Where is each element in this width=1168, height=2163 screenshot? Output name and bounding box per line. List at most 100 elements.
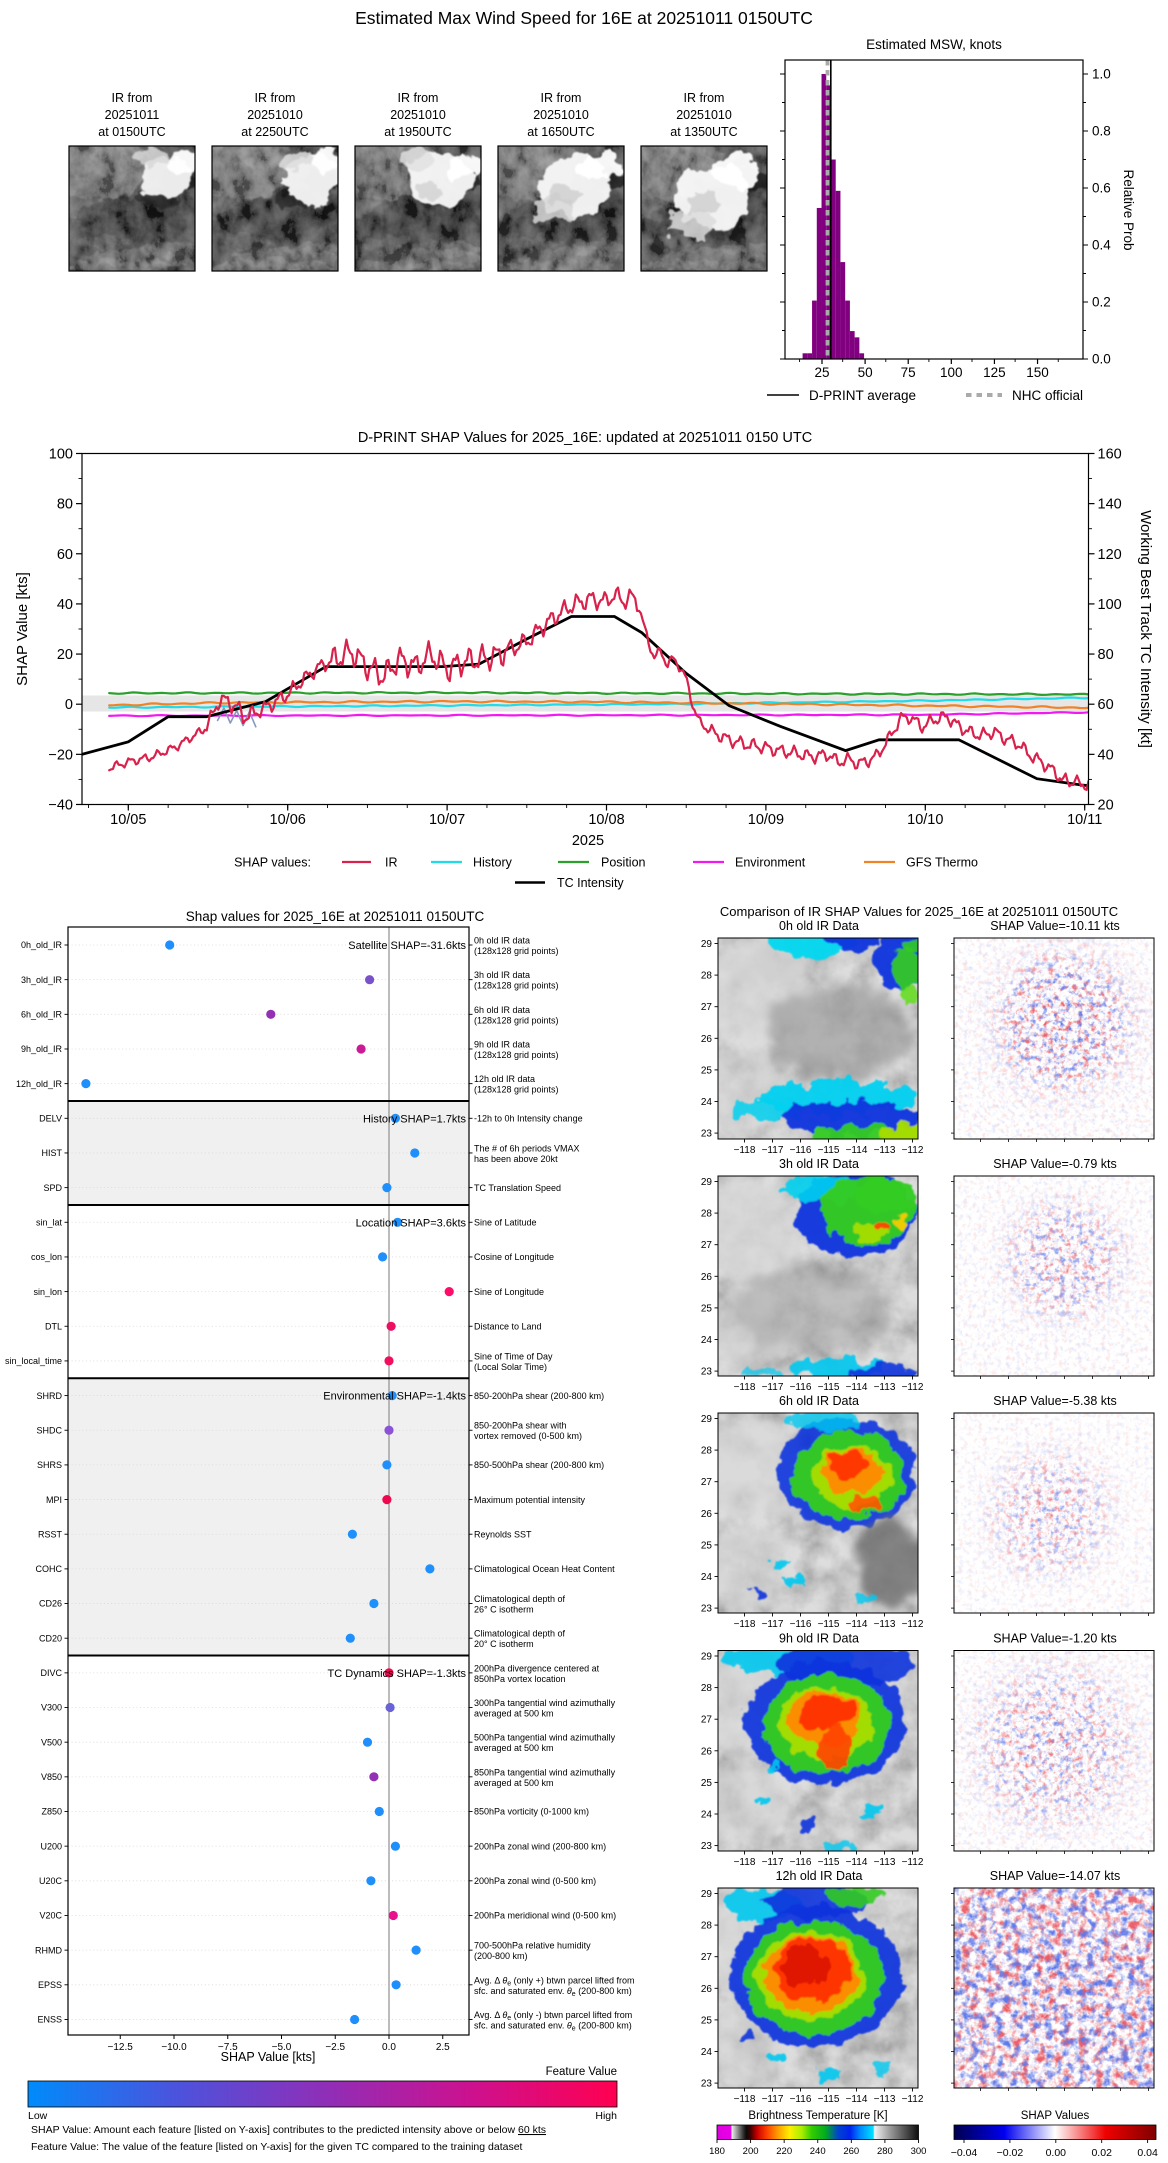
svg-text:0: 0	[65, 697, 73, 713]
svg-text:−113: −113	[874, 1619, 896, 1630]
svg-text:850-200hPa shear (200-800 km): 850-200hPa shear (200-800 km)	[474, 1391, 604, 1401]
svg-text:RHMD: RHMD	[35, 1945, 62, 1955]
svg-text:20251011: 20251011	[105, 108, 160, 122]
svg-text:240: 240	[810, 2146, 826, 2157]
svg-text:27: 27	[701, 1715, 713, 1726]
svg-text:−112: −112	[902, 1619, 924, 1630]
svg-text:SHAP values:: SHAP values:	[234, 856, 311, 870]
svg-text:3h old IR data: 3h old IR data	[474, 970, 530, 980]
svg-text:SHDC: SHDC	[36, 1425, 62, 1435]
svg-text:20° C isotherm: 20° C isotherm	[474, 1639, 534, 1649]
svg-text:3h_old_IR: 3h_old_IR	[21, 975, 63, 985]
svg-text:−7.5: −7.5	[218, 2042, 238, 2053]
svg-text:850hPa vorticity (0-1000 km): 850hPa vorticity (0-1000 km)	[474, 1807, 589, 1817]
svg-text:IR from: IR from	[684, 91, 725, 105]
svg-text:24: 24	[701, 2047, 713, 2058]
svg-text:sfc. and saturated env. θe (20: sfc. and saturated env. θe (200-800 km)	[474, 2021, 632, 2033]
svg-text:−115: −115	[818, 2094, 840, 2105]
svg-text:Sine of Longitude: Sine of Longitude	[474, 1287, 544, 1297]
svg-text:2025: 2025	[572, 833, 604, 849]
svg-text:−116: −116	[790, 1619, 812, 1630]
svg-text:700-500hPa relative humidity: 700-500hPa relative humidity	[474, 1941, 591, 1951]
svg-text:−115: −115	[818, 1857, 840, 1868]
svg-text:200: 200	[743, 2146, 759, 2157]
svg-text:(128x128 grid points): (128x128 grid points)	[474, 981, 559, 991]
svg-text:RSST: RSST	[38, 1529, 63, 1539]
svg-text:The # of 6h periods VMAX: The # of 6h periods VMAX	[474, 1144, 580, 1154]
svg-text:300: 300	[911, 2146, 927, 2157]
svg-text:History: History	[473, 856, 513, 870]
svg-text:0.6: 0.6	[1092, 181, 1111, 196]
svg-text:−114: −114	[846, 1857, 868, 1868]
svg-text:12h old IR Data: 12h old IR Data	[776, 1869, 863, 1883]
svg-text:28: 28	[701, 971, 713, 982]
svg-text:75: 75	[901, 365, 916, 380]
svg-text:Distance to Land: Distance to Land	[474, 1322, 542, 1332]
svg-text:−118: −118	[734, 2094, 756, 2105]
svg-text:280: 280	[877, 2146, 893, 2157]
svg-text:-12h to 0h Intensity change: -12h to 0h Intensity change	[474, 1114, 583, 1124]
svg-text:D-PRINT average: D-PRINT average	[809, 388, 916, 403]
svg-text:0h old IR data: 0h old IR data	[474, 936, 530, 946]
svg-text:26: 26	[701, 1272, 713, 1283]
svg-text:NHC official: NHC official	[1012, 388, 1083, 403]
svg-text:9h_old_IR: 9h_old_IR	[21, 1044, 63, 1054]
svg-text:26: 26	[701, 1746, 713, 1757]
svg-text:Avg. Δ θe (only +) btwn parcel: Avg. Δ θe (only +) btwn parcel lifted fr…	[474, 1975, 634, 1987]
svg-text:10/06: 10/06	[270, 812, 306, 828]
svg-text:26: 26	[701, 1509, 713, 1520]
svg-text:V20C: V20C	[39, 1911, 62, 1921]
svg-text:EPSS: EPSS	[38, 1980, 62, 1990]
svg-text:100: 100	[1098, 597, 1122, 613]
svg-text:−113: −113	[874, 2094, 896, 2105]
svg-text:300hPa tangential wind azimuth: 300hPa tangential wind azimuthally	[474, 1698, 616, 1708]
svg-text:−117: −117	[762, 1145, 784, 1156]
svg-text:−115: −115	[818, 1382, 840, 1393]
svg-text:−114: −114	[846, 2094, 868, 2105]
svg-text:29: 29	[701, 1414, 713, 1425]
svg-text:10/09: 10/09	[748, 812, 784, 828]
svg-text:Environment: Environment	[735, 856, 806, 870]
svg-text:150: 150	[1026, 365, 1049, 380]
svg-text:25: 25	[701, 1065, 713, 1076]
svg-text:500hPa tangential wind azimuth: 500hPa tangential wind azimuthally	[474, 1733, 616, 1743]
svg-text:−116: −116	[790, 2094, 812, 2105]
svg-text:20: 20	[1098, 798, 1114, 814]
svg-text:sin_lon: sin_lon	[33, 1287, 62, 1297]
svg-text:26: 26	[701, 1984, 713, 1995]
svg-text:−117: −117	[762, 1382, 784, 1393]
svg-text:at 1950UTC: at 1950UTC	[384, 125, 451, 139]
svg-text:(128x128 grid points): (128x128 grid points)	[474, 1085, 559, 1095]
svg-text:850hPa tangential wind azimuth: 850hPa tangential wind azimuthally	[474, 1767, 616, 1777]
svg-text:20251010: 20251010	[533, 108, 589, 122]
svg-text:60: 60	[1098, 697, 1114, 713]
svg-text:20251010: 20251010	[390, 108, 446, 122]
svg-text:40: 40	[1098, 747, 1114, 763]
svg-text:140: 140	[1098, 497, 1122, 513]
svg-text:−116: −116	[790, 1857, 812, 1868]
svg-text:0.04: 0.04	[1137, 2147, 1158, 2158]
svg-text:23: 23	[701, 1129, 713, 1140]
svg-text:(Local Solar Time): (Local Solar Time)	[474, 1362, 547, 1372]
svg-text:(128x128 grid points): (128x128 grid points)	[474, 1050, 559, 1060]
svg-text:−40: −40	[48, 798, 73, 814]
svg-text:29: 29	[701, 939, 713, 950]
svg-text:−114: −114	[846, 1619, 868, 1630]
svg-text:25: 25	[701, 1303, 713, 1314]
svg-text:IR from: IR from	[112, 91, 153, 105]
svg-text:has been above 20kt: has been above 20kt	[474, 1154, 558, 1164]
svg-text:0.4: 0.4	[1092, 238, 1111, 253]
svg-text:23: 23	[701, 2079, 713, 2090]
svg-text:0.0: 0.0	[1092, 352, 1111, 367]
svg-text:28: 28	[701, 1446, 713, 1457]
svg-text:Shap values for 2025_16E at 20: Shap values for 2025_16E at 20251011 015…	[186, 909, 485, 924]
svg-text:20251010: 20251010	[676, 108, 732, 122]
svg-text:220: 220	[776, 2146, 792, 2157]
svg-text:−0.04: −0.04	[951, 2147, 978, 2158]
svg-text:80: 80	[1098, 647, 1114, 663]
svg-text:100: 100	[49, 447, 73, 463]
svg-text:6h_old_IR: 6h_old_IR	[21, 1010, 63, 1020]
svg-text:averaged at 500 km: averaged at 500 km	[474, 1778, 554, 1788]
svg-text:Cosine of Longitude: Cosine of Longitude	[474, 1252, 554, 1262]
svg-text:25: 25	[701, 1778, 713, 1789]
